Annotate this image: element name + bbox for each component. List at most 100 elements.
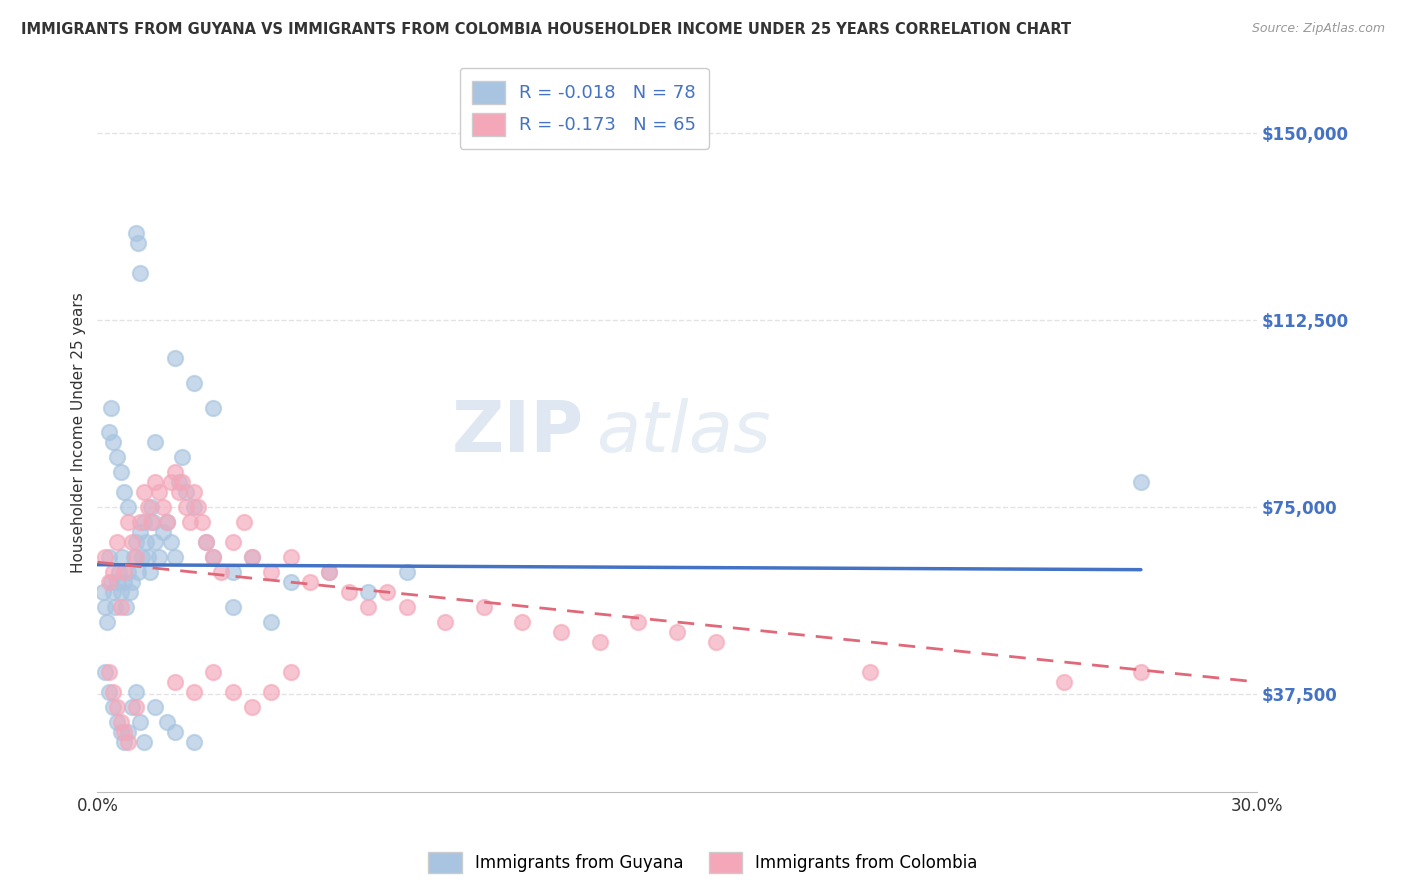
Point xyxy=(110,600,132,615)
Point xyxy=(112,735,135,749)
Point xyxy=(112,724,135,739)
Point xyxy=(128,525,150,540)
Point xyxy=(132,735,155,749)
Point xyxy=(183,376,205,390)
Point xyxy=(174,500,197,515)
Point xyxy=(131,550,153,565)
Point xyxy=(115,600,138,615)
Point xyxy=(179,516,201,530)
Point xyxy=(221,565,243,579)
Point xyxy=(260,565,283,579)
Point xyxy=(298,575,321,590)
Point xyxy=(152,500,174,515)
Point xyxy=(97,665,120,679)
Point xyxy=(100,575,122,590)
Point xyxy=(395,565,418,579)
Point xyxy=(375,585,398,599)
Point xyxy=(127,235,149,250)
Point xyxy=(221,600,243,615)
Point xyxy=(110,585,132,599)
Point xyxy=(152,525,174,540)
Point xyxy=(94,665,117,679)
Point xyxy=(110,466,132,480)
Point xyxy=(202,401,225,415)
Point xyxy=(221,535,243,549)
Point xyxy=(194,535,217,549)
Point xyxy=(148,550,170,565)
Point xyxy=(240,550,263,565)
Point xyxy=(112,575,135,590)
Point xyxy=(117,724,139,739)
Point xyxy=(143,435,166,450)
Point xyxy=(110,724,132,739)
Point xyxy=(167,485,190,500)
Point xyxy=(1129,475,1152,490)
Point xyxy=(357,600,380,615)
Point xyxy=(91,585,114,599)
Point xyxy=(101,435,124,450)
Point xyxy=(104,600,127,615)
Point xyxy=(101,685,124,699)
Point xyxy=(159,535,181,549)
Point xyxy=(187,500,209,515)
Point xyxy=(163,466,186,480)
Text: atlas: atlas xyxy=(596,398,770,467)
Point xyxy=(101,699,124,714)
Point xyxy=(125,226,148,240)
Point xyxy=(105,450,128,465)
Point xyxy=(117,516,139,530)
Point xyxy=(159,475,181,490)
Point xyxy=(280,575,302,590)
Point xyxy=(97,575,120,590)
Point xyxy=(472,600,495,615)
Text: IMMIGRANTS FROM GUYANA VS IMMIGRANTS FROM COLOMBIA HOUSEHOLDER INCOME UNDER 25 Y: IMMIGRANTS FROM GUYANA VS IMMIGRANTS FRO… xyxy=(21,22,1071,37)
Point xyxy=(589,635,612,649)
Point xyxy=(172,475,194,490)
Point xyxy=(94,600,117,615)
Point xyxy=(202,550,225,565)
Point xyxy=(163,351,186,365)
Point xyxy=(172,450,194,465)
Point xyxy=(209,565,232,579)
Point xyxy=(240,699,263,714)
Legend: R = -0.018   N = 78, R = -0.173   N = 65: R = -0.018 N = 78, R = -0.173 N = 65 xyxy=(460,68,709,149)
Point xyxy=(1052,674,1074,689)
Point xyxy=(233,516,256,530)
Point xyxy=(357,585,380,599)
Point xyxy=(97,550,120,565)
Point xyxy=(550,625,572,640)
Point xyxy=(143,699,166,714)
Point xyxy=(117,565,139,579)
Point xyxy=(136,500,159,515)
Point xyxy=(163,674,186,689)
Point xyxy=(112,565,135,579)
Point xyxy=(121,575,143,590)
Point xyxy=(120,585,142,599)
Point xyxy=(167,475,190,490)
Point xyxy=(132,516,155,530)
Point xyxy=(127,565,149,579)
Point xyxy=(194,535,217,549)
Point xyxy=(112,485,135,500)
Point xyxy=(97,685,120,699)
Point xyxy=(280,665,302,679)
Point xyxy=(704,635,727,649)
Point xyxy=(125,535,148,549)
Point xyxy=(135,535,157,549)
Point xyxy=(105,575,128,590)
Point xyxy=(260,615,283,629)
Y-axis label: Householder Income Under 25 years: Householder Income Under 25 years xyxy=(72,292,86,573)
Text: ZIP: ZIP xyxy=(453,398,585,467)
Point xyxy=(395,600,418,615)
Point xyxy=(136,550,159,565)
Point xyxy=(183,500,205,515)
Point xyxy=(512,615,534,629)
Point xyxy=(141,516,163,530)
Legend: Immigrants from Guyana, Immigrants from Colombia: Immigrants from Guyana, Immigrants from … xyxy=(422,846,984,880)
Point xyxy=(156,714,179,729)
Point xyxy=(183,735,205,749)
Point xyxy=(125,550,148,565)
Point xyxy=(107,565,129,579)
Point xyxy=(121,535,143,549)
Point xyxy=(240,550,263,565)
